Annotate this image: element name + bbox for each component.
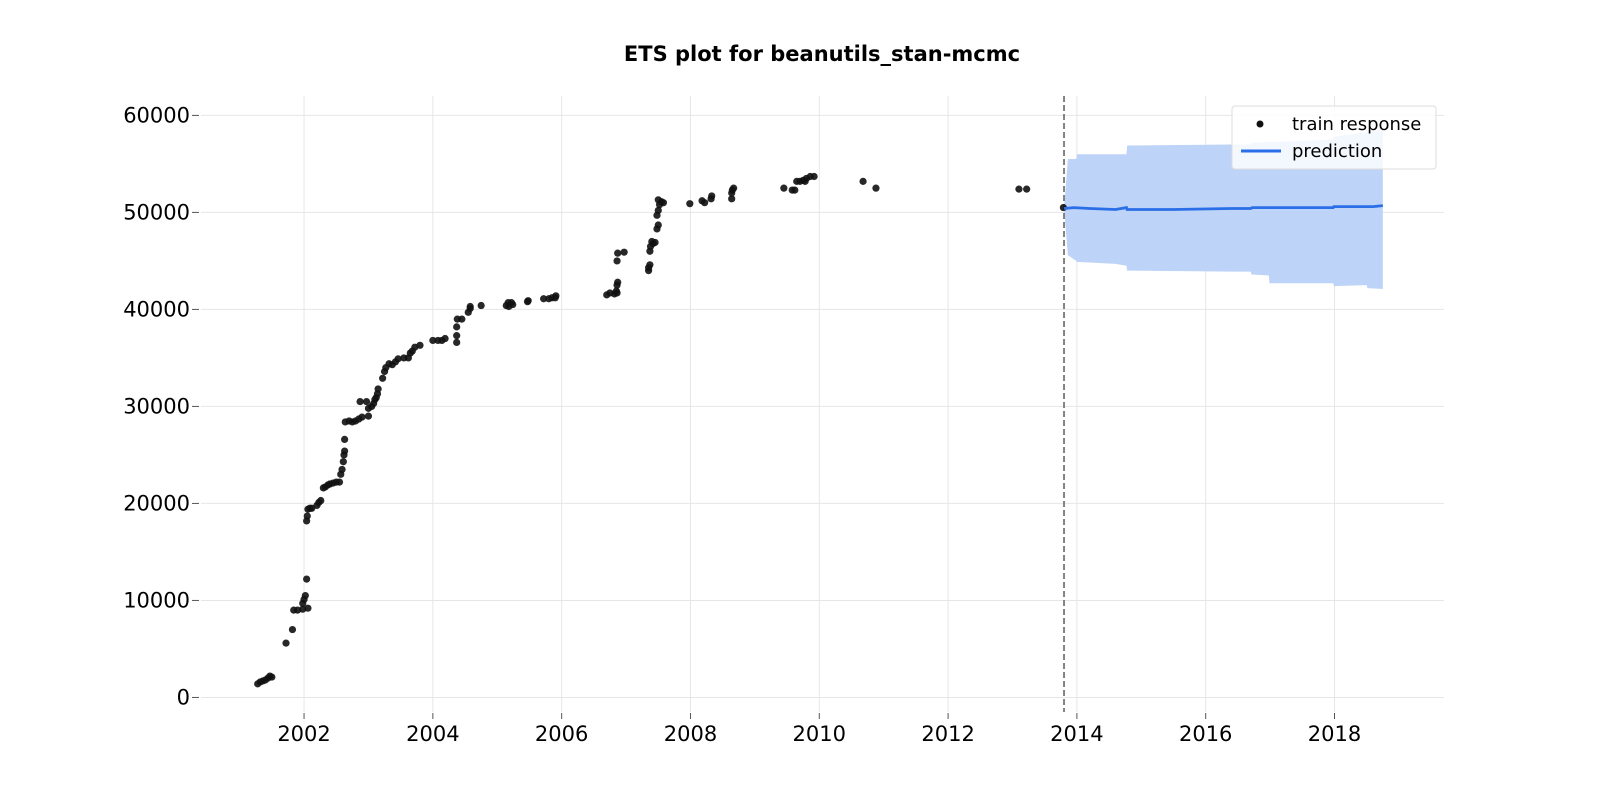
train-response-point: [801, 177, 809, 185]
legend-box: [1231, 105, 1437, 170]
train-response-point: [362, 397, 371, 406]
x-tick-label: 2014: [1050, 722, 1103, 746]
train-response-point: [524, 297, 532, 305]
x-tick-label: 2012: [921, 722, 974, 746]
train-response-point: [358, 413, 366, 421]
train-response-point: [708, 192, 716, 200]
train-response-point: [268, 673, 276, 681]
train-response-point: [338, 465, 346, 474]
train-response-point: [505, 302, 513, 311]
legend-train-response-label: train response: [1292, 114, 1421, 135]
legend-train-response-marker: [1256, 120, 1264, 128]
y-tick-label: 30000: [123, 394, 190, 418]
train-response-point: [859, 177, 867, 185]
x-tick-label: 2006: [535, 722, 588, 746]
prediction-line: [1063, 204, 1383, 211]
train-response-point: [416, 341, 424, 349]
train-response-point: [701, 199, 709, 207]
train-response-point: [364, 412, 373, 420]
train-response-point: [301, 591, 309, 600]
x-tick-label: 2010: [793, 722, 846, 746]
x-tick-label: 2016: [1179, 722, 1232, 746]
legend: train response prediction: [1231, 105, 1437, 170]
y-tick-label: 0: [177, 685, 190, 709]
train-response-point: [791, 186, 799, 194]
train-response-point: [477, 301, 485, 310]
train-response-point: [654, 206, 662, 215]
train-response-point: [728, 195, 736, 203]
train-response-point: [341, 447, 349, 455]
train-response-point: [303, 512, 311, 520]
train-response-point: [458, 315, 466, 323]
train-response-point: [651, 238, 659, 247]
train-response-point: [304, 604, 312, 612]
train-response-point: [374, 385, 382, 393]
train-response-point: [686, 200, 694, 208]
train-response-point: [620, 248, 628, 256]
y-axis: 0 10000 20000 30000 40000 50000 60000: [123, 103, 199, 709]
train-response-point: [429, 336, 437, 345]
x-tick-label: 2002: [277, 722, 330, 746]
chart-title: ETS plot for beanutils_stan-mcmc: [624, 42, 1020, 66]
train-response-point: [379, 374, 387, 382]
train-response-point: [614, 278, 622, 286]
train-response-point: [540, 295, 548, 303]
train-response-point: [282, 639, 290, 647]
train-response-point: [780, 184, 788, 192]
prediction-line-layer: [1063, 204, 1383, 211]
train-points-layer: [254, 172, 1067, 688]
train-response-point: [394, 355, 402, 363]
train-response-point: [288, 625, 297, 634]
y-tick-label: 40000: [123, 297, 190, 321]
train-response-point: [730, 184, 738, 192]
train-response-point: [453, 338, 461, 346]
train-response-point: [613, 257, 621, 265]
train-response-point: [614, 249, 622, 257]
legend-prediction-label: prediction: [1292, 141, 1382, 162]
train-response-point: [552, 292, 560, 300]
y-tick-label: 50000: [123, 200, 190, 224]
x-tick-label: 2004: [406, 722, 459, 746]
train-response-point: [646, 261, 654, 269]
y-tick-label: 20000: [123, 491, 190, 515]
train-response-point: [303, 575, 311, 583]
train-response-point: [1023, 185, 1031, 193]
x-tick-label: 2018: [1308, 722, 1361, 746]
train-response-point: [654, 221, 662, 229]
train-response-point: [453, 323, 461, 331]
train-response-point: [1015, 185, 1023, 193]
train-response-point: [441, 334, 449, 343]
x-axis: 2002 2004 2006 2008 2010 2012 2014 2016 2018: [277, 713, 1361, 746]
train-response-point: [659, 199, 668, 207]
train-response-point: [872, 184, 880, 192]
train-response-point: [810, 172, 818, 181]
train-response-point: [339, 458, 347, 466]
y-tick-label: 60000: [123, 103, 190, 127]
train-response-point: [613, 289, 621, 297]
x-tick-label: 2008: [664, 722, 717, 746]
train-response-point: [466, 302, 474, 311]
y-tick-label: 10000: [123, 588, 190, 612]
train-response-point: [453, 332, 461, 340]
train-response-point: [317, 496, 325, 505]
train-response-point: [356, 397, 364, 406]
train-response-point: [335, 478, 344, 486]
grid: [201, 96, 1444, 712]
train-response-point: [341, 435, 349, 444]
